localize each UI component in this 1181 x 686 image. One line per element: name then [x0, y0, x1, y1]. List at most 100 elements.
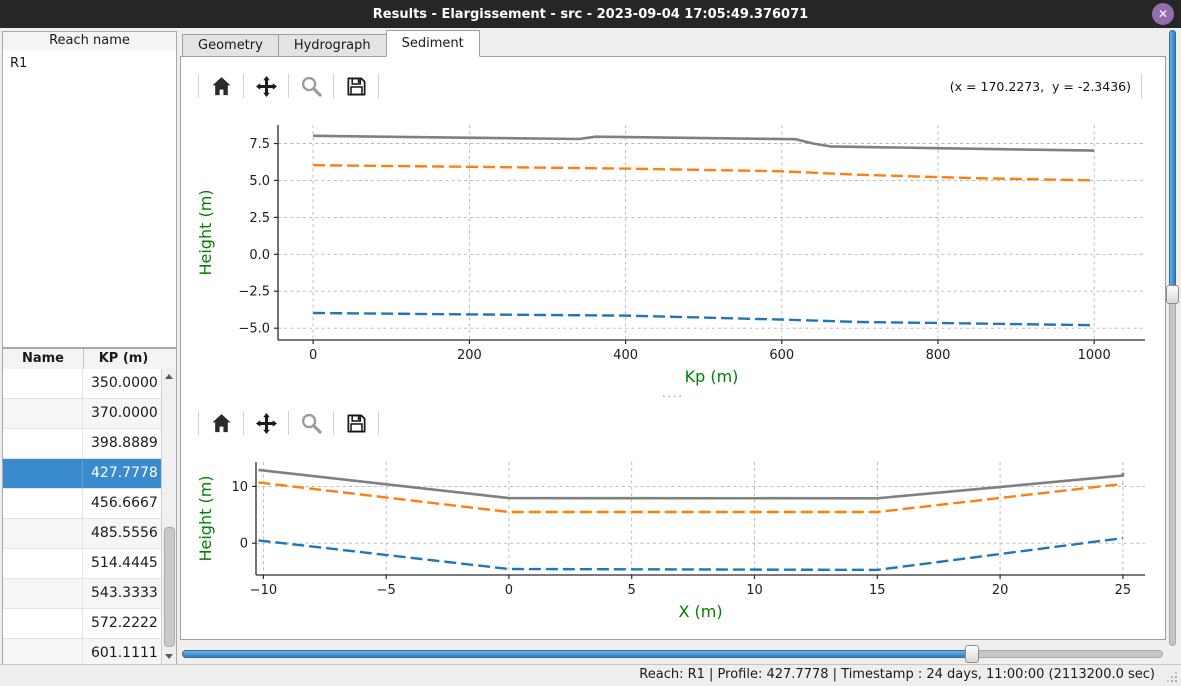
kp-profile-chart[interactable]: 0 200 400 600 800 1000 7.5 5.0 2.5 0.0 −2.5 −5.0 Kp … — [194, 110, 1160, 395]
toolbar-separator — [288, 411, 289, 435]
cell-name[interactable] — [3, 399, 83, 428]
title-bar: Results - Elargissement - src - 2023-09-… — [0, 0, 1181, 28]
save-icon — [346, 76, 366, 96]
cell-kp[interactable]: 350.0000 — [91, 375, 158, 391]
plot-canvas[interactable]: 0 200 400 600 800 1000 7.5 5.0 2.5 0.0 −2.5 −5.0 Kp … — [194, 110, 1160, 395]
window-title: Results - Elargissement - src - 2023-09-… — [372, 6, 809, 22]
horizontal-slider-handle[interactable] — [965, 645, 980, 663]
x-tick-label: 25 — [1115, 583, 1132, 598]
series-cross-section-lower-blue-dashed — [258, 536, 1124, 572]
cross-section-chart[interactable]: −10 −5 0 5 10 15 20 25 10 0 X (m) Height (m) — [194, 445, 1160, 630]
toolbar-separator — [333, 411, 334, 435]
vertical-slider-handle[interactable] — [1166, 284, 1179, 304]
reach-list-item[interactable]: R1 — [10, 56, 28, 71]
table-row[interactable]: 350.0000 — [3, 369, 162, 399]
vertical-slider[interactable] — [1165, 30, 1180, 646]
cell-name[interactable] — [3, 639, 83, 664]
cell-name[interactable] — [3, 489, 83, 518]
table-row[interactable]: 572.2222 — [3, 609, 162, 639]
close-button[interactable]: ✕ — [1152, 3, 1174, 25]
table-row[interactable]: 514.4445 — [3, 549, 162, 579]
series-middle-profile-orange-dashed — [313, 164, 1095, 182]
toolbar-separator — [243, 74, 244, 98]
zoom-icon — [301, 76, 322, 97]
save-button[interactable] — [341, 408, 371, 438]
horizontal-slider[interactable] — [182, 645, 1163, 663]
cell-name[interactable] — [3, 579, 83, 608]
table-row[interactable]: 456.6667 — [3, 489, 162, 519]
y-tick-label: 7.5 — [249, 137, 270, 152]
cell-name[interactable] — [3, 519, 83, 548]
status-bar: Reach: R1 | Profile: 427.7778 | Timestam… — [0, 664, 1181, 686]
cell-kp[interactable]: 543.3333 — [91, 585, 158, 601]
cell-kp[interactable]: 601.1111 — [91, 645, 158, 661]
home-button[interactable] — [206, 71, 236, 101]
toolbar-separator — [198, 411, 199, 435]
cell-kp[interactable]: 398.8889 — [91, 435, 158, 451]
toolbar-separator — [198, 74, 199, 98]
scroll-down-icon[interactable] — [165, 654, 173, 659]
zoom-button[interactable] — [296, 71, 326, 101]
splitter-handle[interactable]: ···· — [662, 390, 684, 403]
x-axis-label: Kp (m) — [685, 367, 739, 386]
home-icon — [211, 413, 231, 432]
toolbar-separator — [243, 411, 244, 435]
cell-kp[interactable]: 456.6667 — [91, 495, 158, 511]
x-tick-label: 600 — [769, 348, 794, 363]
cell-name[interactable] — [3, 549, 83, 578]
profiles-table-body: 350.0000 370.0000 398.8889 427.7778 456.6667… — [3, 369, 162, 664]
series-cross-section-middle-orange-dashed — [258, 481, 1124, 514]
cell-kp[interactable]: 427.7778 — [91, 465, 158, 481]
table-row[interactable]: 370.0000 — [3, 399, 162, 429]
save-button[interactable] — [341, 71, 371, 101]
x-tick-label: 800 — [926, 348, 951, 363]
cell-name[interactable] — [3, 429, 83, 458]
cell-kp[interactable]: 514.4445 — [91, 555, 158, 571]
cell-kp[interactable]: 370.0000 — [91, 405, 158, 421]
cell-name[interactable] — [3, 609, 83, 638]
table-scrollbar[interactable] — [161, 369, 176, 664]
scroll-up-icon[interactable] — [165, 374, 173, 379]
cell-name[interactable] — [3, 459, 83, 488]
zoom-button[interactable] — [296, 408, 326, 438]
toolbar-separator — [288, 74, 289, 98]
cell-kp[interactable]: 572.2222 — [91, 615, 158, 631]
cell-kp[interactable]: 485.5556 — [91, 525, 158, 541]
horizontal-slider-fill — [182, 650, 973, 658]
x-tick-label: 0 — [309, 348, 317, 363]
tab-hydrograph[interactable]: Hydrograph — [277, 34, 387, 57]
status-text: Reach: R1 | Profile: 427.7778 | Timestam… — [639, 667, 1155, 682]
table-row[interactable]: 601.1111 — [3, 639, 162, 664]
y-tick-label: 2.5 — [249, 211, 270, 226]
plot-canvas[interactable]: −10 −5 0 5 10 15 20 25 10 0 X (m) Height (m) — [194, 445, 1160, 630]
pan-button[interactable] — [251, 71, 281, 101]
table-row[interactable]: 485.5556 — [3, 519, 162, 549]
y-tick-label: 10 — [231, 480, 248, 495]
resize-grip[interactable] — [1166, 671, 1178, 683]
toolbar-separator — [378, 411, 379, 435]
table-row[interactable]: 398.8889 — [3, 429, 162, 459]
tab-sediment[interactable]: Sediment — [385, 30, 480, 57]
tab-geometry[interactable]: Geometry — [182, 34, 279, 57]
table-row[interactable]: 427.7778 — [3, 459, 162, 489]
cell-name[interactable] — [3, 369, 83, 398]
zoom-icon — [301, 413, 322, 434]
x-tick-label: 20 — [992, 583, 1009, 598]
y-tick-label: 0 — [240, 537, 248, 552]
profiles-table: Name KP (m) 350.0000 370.0000 398.8889 427.… — [2, 348, 177, 665]
table-row[interactable]: 543.3333 — [3, 579, 162, 609]
home-button[interactable] — [206, 408, 236, 438]
x-tick-label: 10 — [746, 583, 763, 598]
profiles-table-header: Name KP (m) — [3, 349, 176, 370]
column-header-kp[interactable]: KP (m) — [98, 351, 149, 366]
table-scrollbar-thumb[interactable] — [164, 527, 175, 647]
home-icon — [211, 76, 231, 95]
column-header-name[interactable]: Name — [3, 349, 84, 369]
x-tick-label: −5 — [377, 583, 396, 598]
toolbar-separator — [378, 74, 379, 98]
pan-button[interactable] — [251, 408, 281, 438]
x-tick-label: 0 — [505, 583, 513, 598]
y-tick-label: −2.5 — [238, 285, 270, 300]
reach-name-header: Reach name — [2, 31, 177, 51]
